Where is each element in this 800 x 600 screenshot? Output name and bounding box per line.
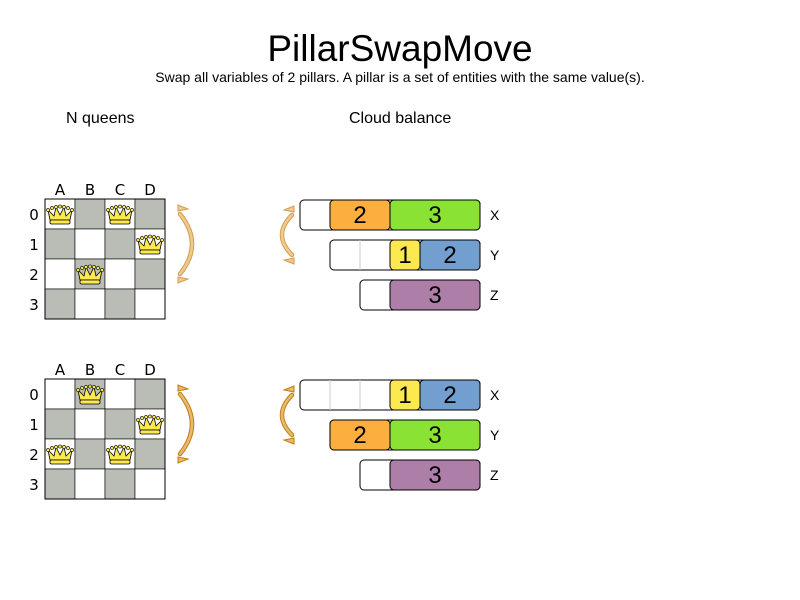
column-label: D [144,361,156,379]
process-label: 3 [428,202,441,229]
board-cell [134,258,166,290]
queen-icon [46,444,74,465]
board-cell [44,288,76,320]
column-label: B [85,181,95,199]
board-cell [44,228,76,260]
queen-icon [46,204,74,225]
computer-Y: 1 2 Y [329,239,500,271]
page-subtitle: Swap all variables of 2 pillars. A pilla… [155,69,645,85]
row-label: 1 [29,416,39,434]
board-cell [104,258,136,290]
board-cell [104,228,136,260]
swap-arrow-icon [177,384,195,464]
queen-icon [136,234,164,255]
board-cell [74,228,106,260]
board-cell [44,408,76,440]
board-cell [74,408,106,440]
process-label: 2 [353,422,366,449]
swap-arrow-icon [279,205,295,265]
board-cell [74,198,106,230]
page-title: PillarSwapMove [267,28,533,69]
board-cell [74,438,106,470]
cloud-balance-heading: Cloud balance [349,110,452,127]
process-block [389,199,481,231]
queen-icon [106,444,134,465]
board-cell [44,378,76,410]
computer-label: Z [490,467,499,483]
row-label: 0 [29,386,39,404]
process-label: 2 [443,382,456,409]
row-label: 3 [29,296,39,314]
computer-label: Y [490,427,500,443]
process-block [389,419,481,451]
computer-label: Y [490,247,500,263]
queen-icon [76,264,104,285]
cloud-balance-state: 1 2 X2 3 Y3 Z [279,379,500,491]
board-cell [44,468,76,500]
queen-icon [136,414,164,435]
board-cell [134,438,166,470]
computer-X: 2 3 X [299,199,500,231]
board-cell [104,408,136,440]
computer-label: X [490,387,500,403]
process-block [389,459,481,491]
column-label: A [55,181,66,199]
computer-label: X [490,207,500,223]
board-cell [104,468,136,500]
process-label: 1 [398,382,411,409]
process-label: 3 [428,462,441,489]
board-cell [44,258,76,290]
board-cell [134,468,166,500]
computer-Y: 2 3 Y [329,419,500,451]
row-label: 3 [29,476,39,494]
column-label: C [115,181,125,199]
process-label: 1 [398,242,411,269]
queen-icon [76,384,104,405]
column-label: A [55,361,66,379]
board-cell [134,198,166,230]
process-label: 3 [428,282,441,309]
computer-X: 1 2 X [299,379,500,411]
n-queens-heading: N queens [66,110,135,127]
column-label: B [85,361,95,379]
queen-icon [106,204,134,225]
chess-board: A B C D 0 1 2 3 [29,181,195,320]
process-block [419,239,481,271]
process-label: 2 [443,242,456,269]
process-block [419,379,481,411]
row-label: 2 [29,266,39,284]
board-cell [134,378,166,410]
swap-arrow-icon [177,204,195,284]
row-label: 2 [29,446,39,464]
cloud-balance-state: 2 3 X1 2 Y3 Z [279,199,500,311]
computer-label: Z [490,287,499,303]
row-label: 1 [29,236,39,254]
swap-arrow-icon [279,385,295,445]
column-label: D [144,181,156,199]
chess-board: A B C D 0 1 2 3 [29,361,195,500]
board-cell [104,378,136,410]
board-cell [104,288,136,320]
board-cell [74,288,106,320]
board-cell [134,288,166,320]
row-label: 0 [29,206,39,224]
column-label: C [115,361,125,379]
process-block [389,279,481,311]
process-label: 3 [428,422,441,449]
board-cell [74,468,106,500]
process-label: 2 [353,202,366,229]
